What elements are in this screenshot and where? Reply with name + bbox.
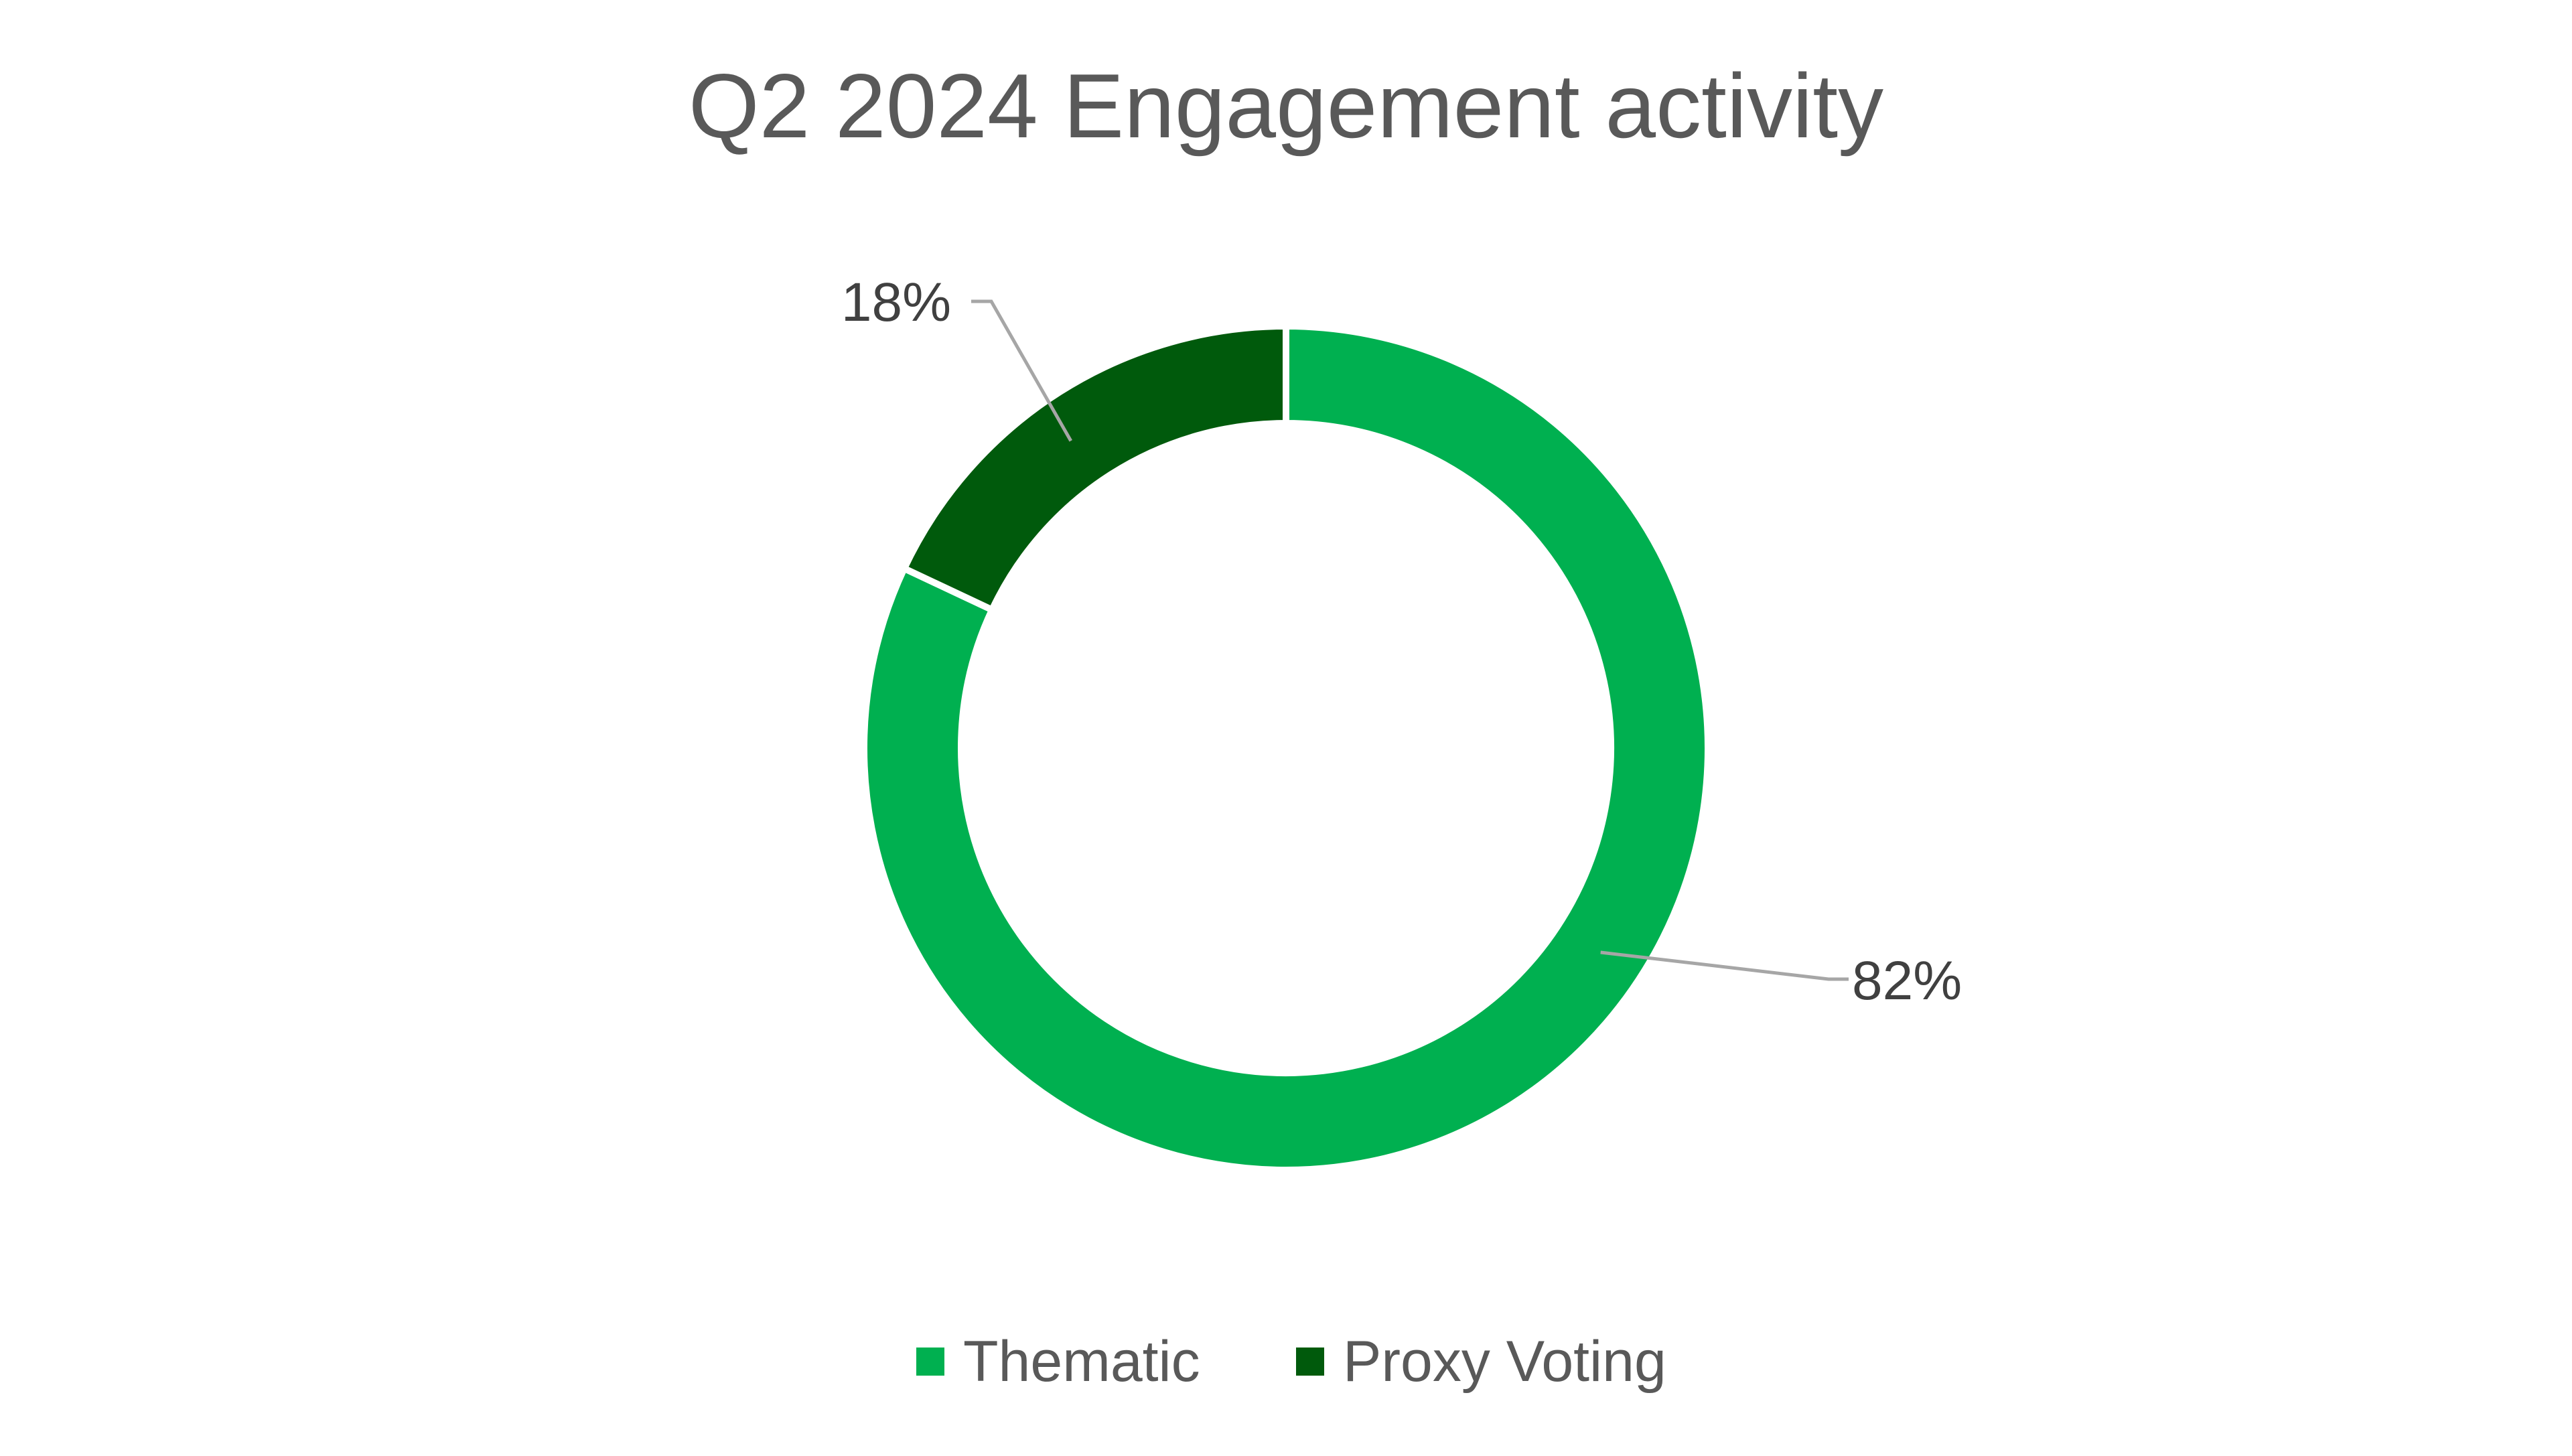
- leader-line-thematic: [1600, 950, 1849, 981]
- slice-proxy-voting: [900, 322, 1289, 615]
- legend-swatch-thematic: [916, 1348, 944, 1376]
- data-labels: 82% 18%: [841, 272, 1962, 1011]
- chart-title: Q2 2024 Engagement activity: [689, 55, 1883, 157]
- legend-swatch-proxy-voting: [1296, 1348, 1324, 1376]
- data-label-proxy-voting: 18%: [841, 272, 951, 333]
- legend-label-proxy-voting: Proxy Voting: [1343, 1329, 1666, 1394]
- donut-slices: [861, 322, 1711, 1173]
- leader-line-proxy-voting: [971, 299, 1072, 442]
- legend-item-thematic: Thematic: [916, 1329, 1200, 1394]
- legend: Thematic Proxy Voting: [916, 1329, 1666, 1394]
- slice-thematic: [861, 322, 1711, 1173]
- data-label-thematic: 82%: [1852, 950, 1962, 1011]
- legend-item-proxy-voting: Proxy Voting: [1296, 1329, 1666, 1394]
- legend-label-thematic: Thematic: [963, 1329, 1200, 1394]
- leader-lines: [971, 299, 1849, 981]
